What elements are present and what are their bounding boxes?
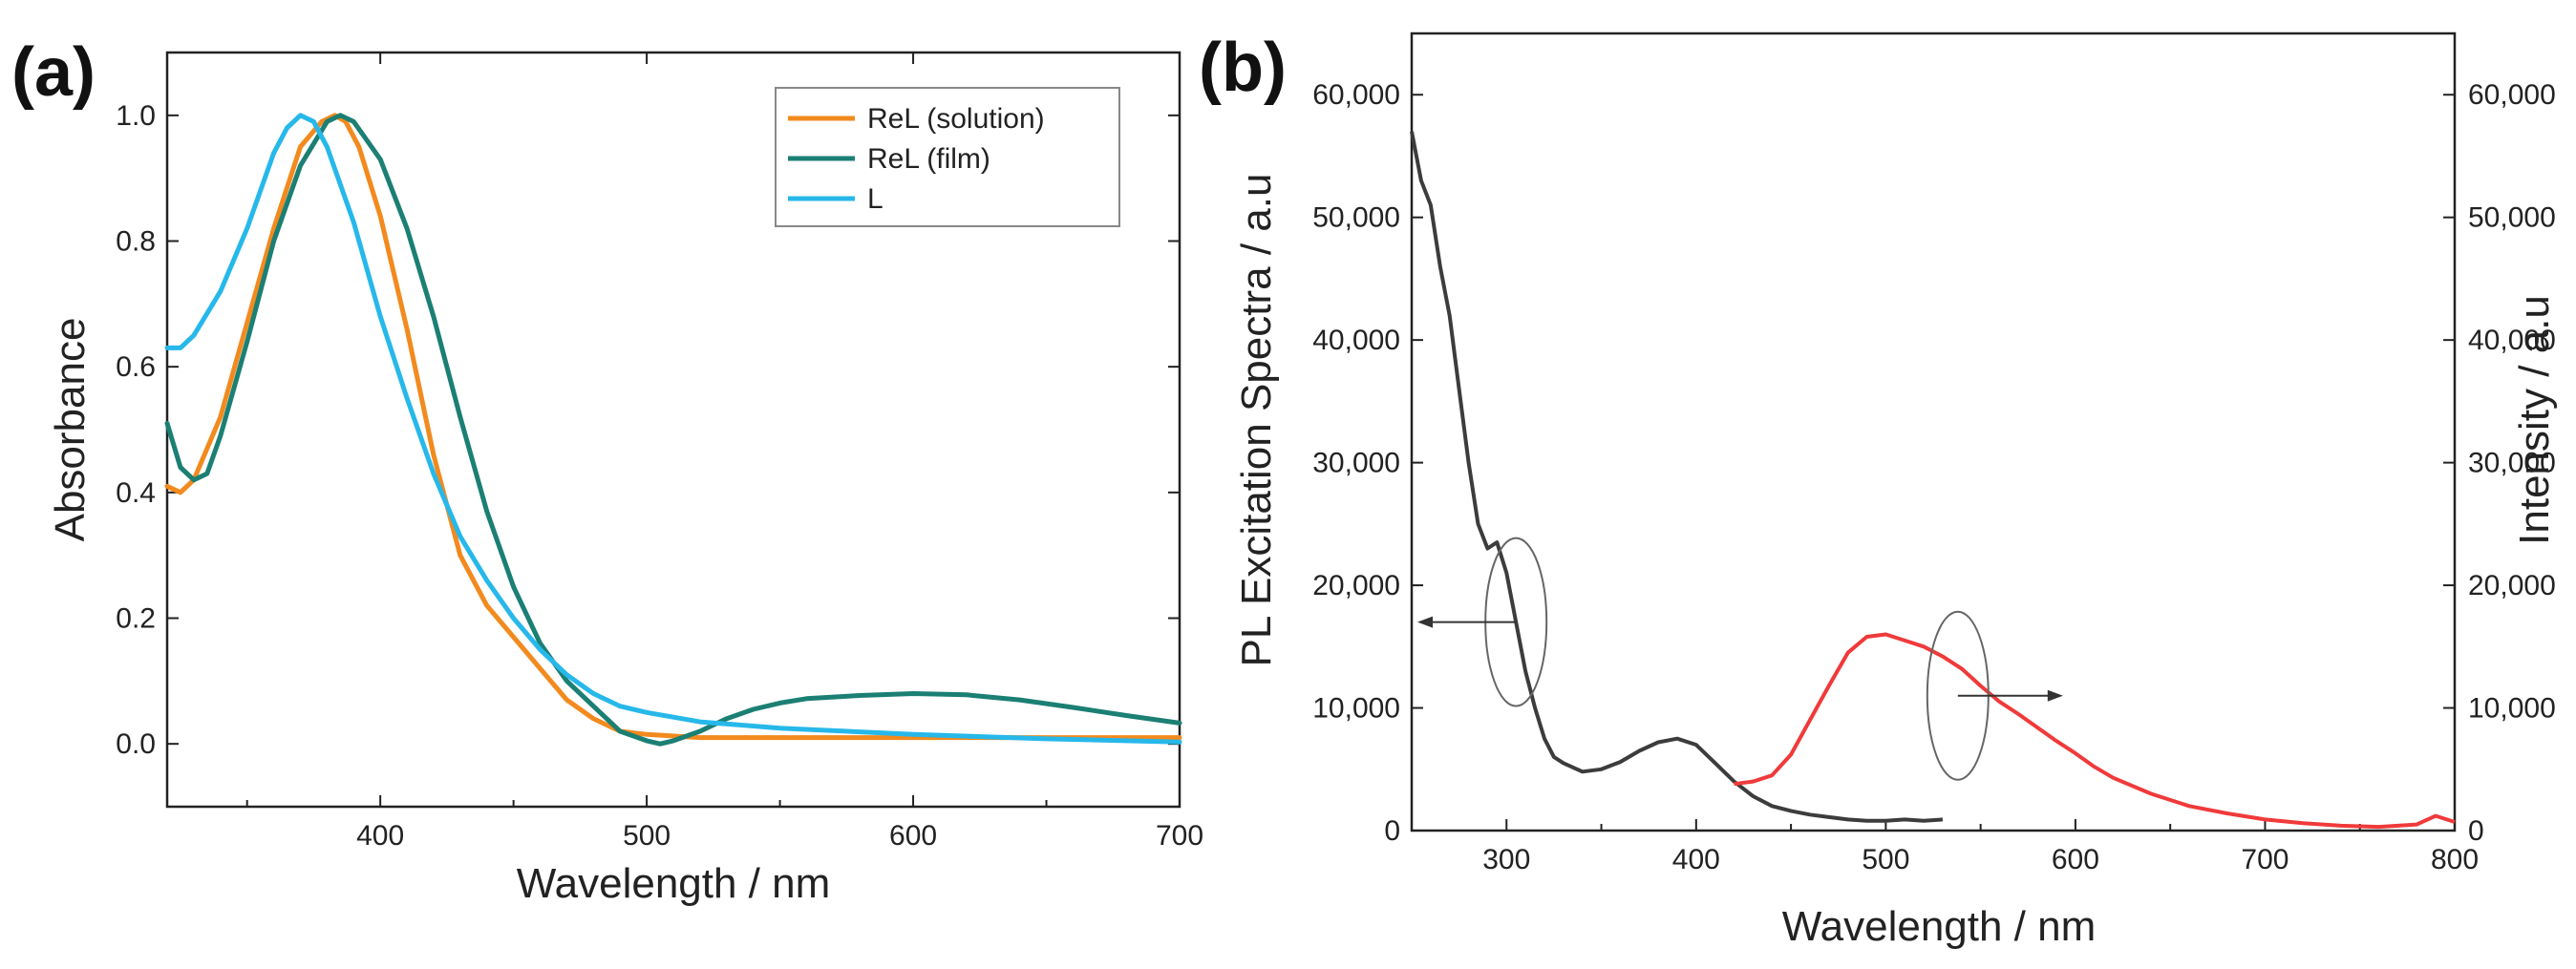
legend-label-rel-film: ReL (film) [867,143,990,175]
y-tick-label-zero-right: 0 [2468,815,2484,847]
y-tick-label-right: 10,000 [2468,693,2556,725]
series-line-pl-excitation [1410,131,1944,823]
panel-b-x-axis-label: Wavelength / nm [1782,903,2097,950]
panel-a: (a) 400 500 600 700 0.0 0.2 0.4 0.6 0.8 1.0 Wave… [11,34,1203,907]
panel-a-y-axis-label: Absorbance [47,318,94,542]
series-line-emission [1734,632,2456,830]
y-tick-label-right: 60,000 [2468,79,2556,111]
panel-a-x-ticks: 400 500 600 700 [245,53,1203,852]
y-tick-label-left: 50,000 [1312,202,1400,234]
y-tick-label-right: 40,000 [2468,325,2556,356]
panel-b-plot-frame [1410,32,2457,832]
y-tick-label: 0.8 [116,226,156,258]
x-tick-label: 600 [889,820,937,852]
panel-a-x-axis-label: Wavelength / nm [517,860,831,907]
y-tick-label-left: 20,000 [1312,570,1400,601]
y-tick-label-zero-left: 0 [1384,815,1400,847]
y-tick-label-left: 40,000 [1312,325,1400,356]
x-tick-label: 400 [1672,844,1720,875]
panel-b-label: (b) [1199,30,1287,106]
panel-b-left-y-axis-label: PL Excitation Spectra / a.u [1233,174,1280,667]
panel-b-series [1410,131,2456,830]
y-tick-label-right: 30,000 [2468,448,2556,479]
x-tick-label: 700 [1156,820,1203,852]
x-tick-label: 500 [623,820,671,852]
x-tick-label: 300 [1482,844,1530,875]
y-tick-label-right: 50,000 [2468,202,2556,234]
panel-b-annotations [1417,537,2063,781]
x-tick-label: 800 [2431,844,2479,875]
legend-label-l: L [867,183,884,215]
x-tick-label: 400 [356,820,404,852]
y-tick-label-right: 20,000 [2468,570,2556,601]
x-tick-label: 700 [2241,844,2289,875]
y-tick-label-left: 30,000 [1312,448,1400,479]
y-tick-label: 0.0 [116,728,156,760]
annotation-arrowhead [1417,616,1433,628]
y-tick-label-left: 60,000 [1312,79,1400,111]
x-tick-label: 600 [2052,844,2099,875]
panel-b-right-y-axis-label: Intensity / a.u [2511,295,2558,545]
y-tick-label: 0.2 [116,603,156,635]
panel-b-x-ticks: 300 400 500 600 700 800 [1482,819,2479,875]
y-tick-label-left: 10,000 [1312,693,1400,725]
panel-a-series [164,113,1182,747]
y-tick-label: 0.6 [116,351,156,383]
panel-a-label: (a) [11,34,96,111]
legend: ReL (solution) ReL (film) L [775,87,1120,227]
legend-label-rel-solution: ReL (solution) [867,103,1045,135]
x-tick-label: 500 [1862,844,1909,875]
series-line-l [164,113,1182,745]
panel-b: (b) 300 400 500 600 700 800 0 0 10,000 10,000 20,… [1199,30,2558,950]
y-tick-label: 1.0 [116,100,156,132]
panel-a-y-ticks: 0.0 0.2 0.4 0.6 0.8 1.0 [116,100,1180,760]
panel-b-y-ticks: 0 0 10,000 10,000 20,000 20,000 30,000 30,000 40… [1312,79,2556,847]
y-tick-label: 0.4 [116,477,156,509]
annotation-arrowhead [2047,689,2063,702]
